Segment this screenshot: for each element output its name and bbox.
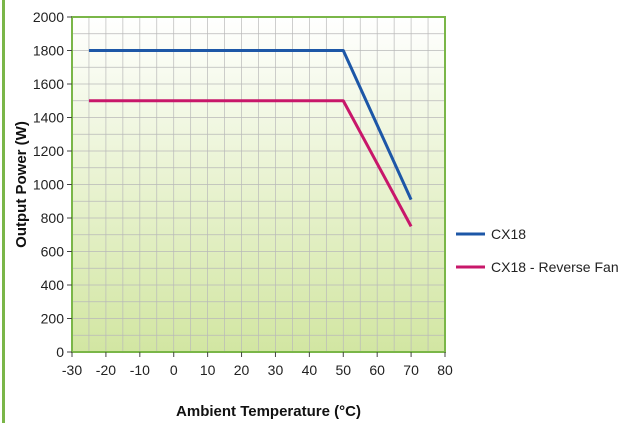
y-tick-label: 1600 xyxy=(33,76,64,92)
x-tick-label: -20 xyxy=(96,362,116,378)
x-tick-label: 60 xyxy=(369,362,385,378)
series-lines xyxy=(88,49,413,228)
y-tick-label: 1200 xyxy=(33,143,64,159)
left-border-rule xyxy=(2,0,5,423)
series-line xyxy=(88,49,413,201)
x-tick-label: 30 xyxy=(268,362,284,378)
y-tick-labels: 0 200 400 600 800 1000 1200 1400 1600 1800 2000 xyxy=(33,9,72,360)
y-tick-label: 200 xyxy=(41,311,65,327)
legend-label: CX18 xyxy=(491,226,526,242)
y-tick-label: 400 xyxy=(41,277,65,293)
y-tick-label: 1400 xyxy=(33,110,64,126)
y-tick-label: 1000 xyxy=(33,177,64,193)
x-tick-label: 50 xyxy=(335,362,351,378)
x-axis-title: Ambient Temperature (°C) xyxy=(176,403,361,420)
y-tick-label: 2000 xyxy=(33,9,64,25)
y-tick-label: 0 xyxy=(56,344,64,360)
legend-label: CX18 - Reverse Fan xyxy=(491,259,619,275)
x-tick-label: 20 xyxy=(234,362,250,378)
x-tick-label: 0 xyxy=(170,362,178,378)
x-tick-label: -10 xyxy=(130,362,150,378)
x-tick-label: 40 xyxy=(302,362,318,378)
y-tick-label: 600 xyxy=(41,244,65,260)
x-tick-label: -30 xyxy=(62,362,82,378)
x-tick-label: 10 xyxy=(200,362,216,378)
series-line xyxy=(88,99,413,228)
legend: CX18 CX18 - Reverse Fan xyxy=(456,226,619,275)
y-tick-label: 1800 xyxy=(33,43,64,59)
x-tick-labels: -30 -20 -10 0 10 20 30 40 50 60 70 80 xyxy=(62,352,453,378)
y-tick-label: 800 xyxy=(41,210,65,226)
x-tick-label: 80 xyxy=(437,362,453,378)
x-tick-label: 70 xyxy=(403,362,419,378)
y-axis-title: Output Power (W) xyxy=(13,121,30,248)
